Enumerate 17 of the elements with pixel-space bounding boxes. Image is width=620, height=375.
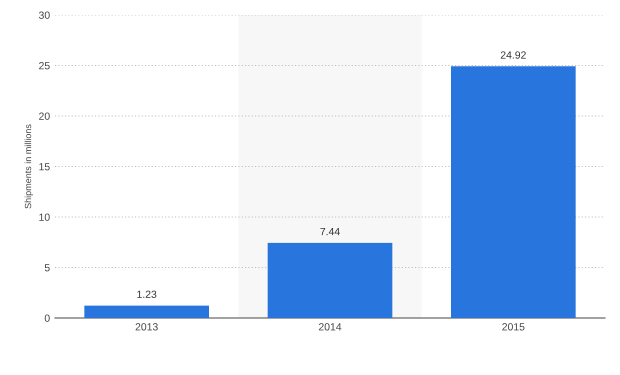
y-tick-label: 25 <box>39 62 50 70</box>
x-tick-label: 2013 <box>136 323 158 331</box>
data-label: 7.44 <box>320 228 340 236</box>
bar <box>451 66 576 318</box>
data-label: 1.23 <box>137 290 156 298</box>
x-tick-label: 2014 <box>318 323 342 331</box>
y-axis-title: Shipments in millions <box>24 124 33 208</box>
x-tick-label: 2015 <box>502 323 524 331</box>
y-tick-label: 30 <box>38 12 50 19</box>
y-tick-label: 10 <box>39 214 50 221</box>
bar <box>268 242 392 318</box>
y-tick-label: 20 <box>39 112 50 120</box>
y-tick-label: 15 <box>39 163 50 170</box>
y-tick-label: 5 <box>44 264 50 272</box>
y-tick-label: 0 <box>44 314 50 322</box>
bar <box>84 306 209 318</box>
data-label: 24.92 <box>500 51 526 59</box>
